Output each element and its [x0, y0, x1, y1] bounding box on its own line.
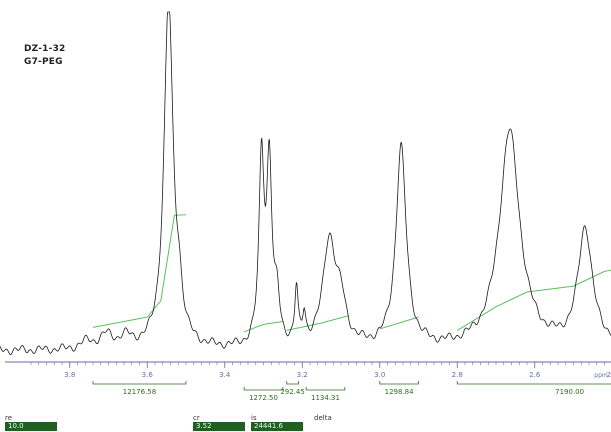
- integral-value-label: 292.45: [280, 388, 305, 396]
- integral-value-label: 12176.58: [123, 388, 156, 396]
- integral-bracket: [379, 381, 419, 385]
- integral-value-label: 1134.31: [311, 394, 340, 402]
- cr-label: cr: [193, 414, 200, 422]
- spectrum-line: [0, 11, 611, 355]
- axis-tick-label: 3.0: [374, 371, 385, 379]
- integral-value-label: 7190.00: [555, 388, 584, 396]
- ppm-axis: 3.83.63.43.23.02.82.62.42.22.0ppm: [5, 361, 611, 379]
- axis-tick-label: 2.6: [529, 371, 541, 379]
- re-value[interactable]: 10.0: [5, 422, 57, 431]
- integral-bracket: [305, 387, 346, 391]
- integral-curves: [92, 214, 611, 333]
- integral-bracket: [456, 381, 611, 385]
- integral-curve-4: [457, 269, 611, 331]
- integral-bracket: [243, 387, 284, 391]
- integral-value-label: 1272.50: [249, 394, 278, 402]
- integral-bracket: [92, 381, 187, 385]
- integral-value-label: 1298.84: [385, 388, 414, 396]
- is-label: is: [251, 414, 257, 422]
- axis-tick-label: 3.4: [219, 371, 231, 379]
- axis-tick-label: 2.8: [452, 371, 463, 379]
- axis-tick-label: 3.8: [64, 371, 75, 379]
- is-value[interactable]: 24441.6: [251, 422, 303, 431]
- re-label: re: [5, 414, 13, 422]
- integral-curve-2: [286, 315, 349, 331]
- delta-label: delta: [314, 414, 332, 422]
- sample-id-label: DZ-1-32: [24, 44, 66, 54]
- integral-curve-main: [92, 214, 187, 328]
- sample-name-label: G7-PEG: [24, 57, 63, 67]
- axis-tick-label: 3.2: [297, 371, 308, 379]
- integral-bracket: [286, 381, 299, 385]
- cr-value[interactable]: 3.52: [193, 422, 245, 431]
- axis-unit-label: ppm: [594, 372, 608, 379]
- integral-curve-1: [243, 321, 283, 333]
- axis-tick-label: 2.4: [607, 371, 611, 379]
- axis-tick-label: 3.6: [142, 371, 154, 379]
- integral-curve-3: [379, 316, 419, 330]
